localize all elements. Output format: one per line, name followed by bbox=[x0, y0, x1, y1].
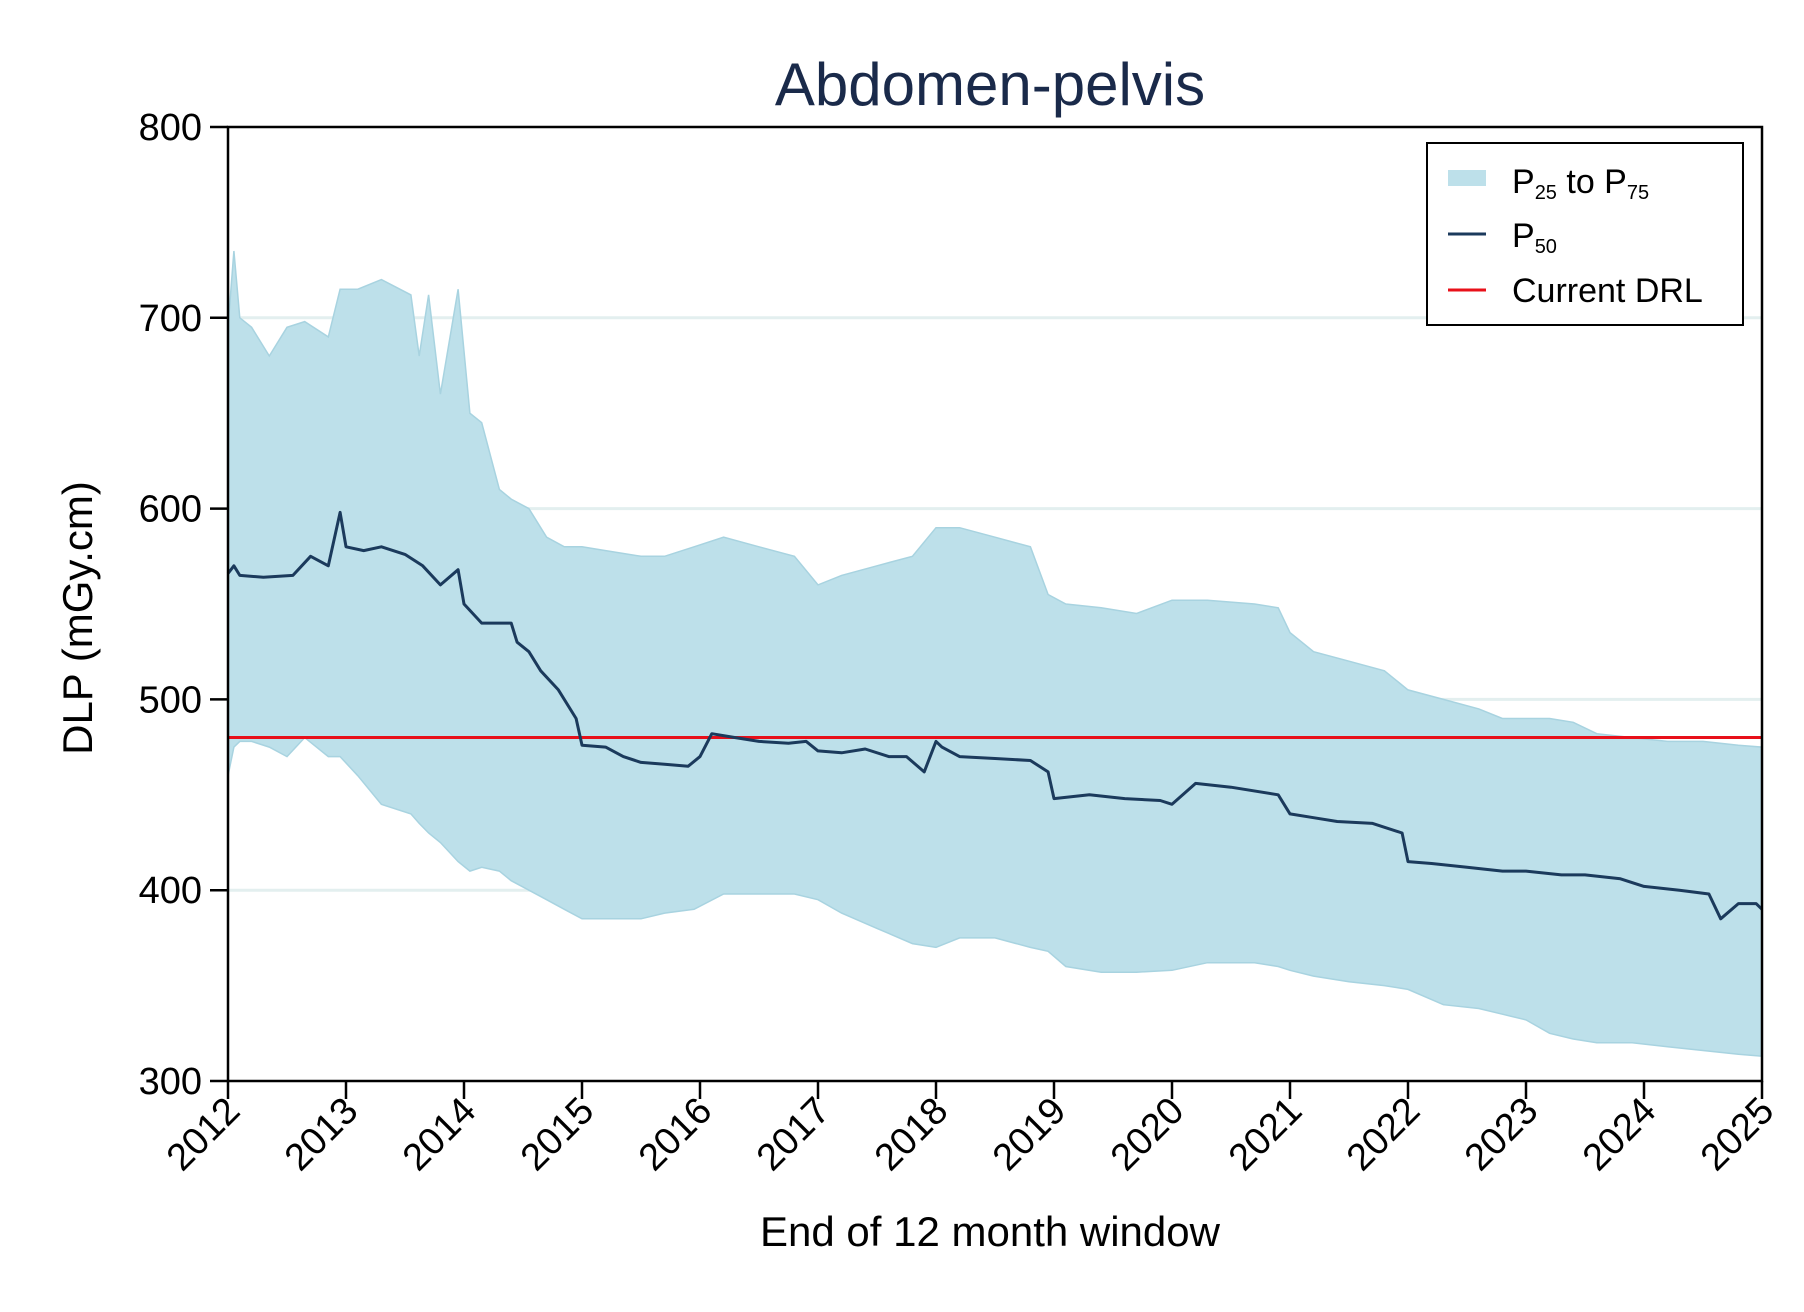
y-axis-title: DLP (mGy.cm) bbox=[54, 481, 101, 755]
x-tick-label: 2018 bbox=[867, 1090, 956, 1179]
p25-p75-band bbox=[227, 250, 1763, 1058]
x-tick-label: 2024 bbox=[1575, 1090, 1664, 1179]
x-tick-label: 2023 bbox=[1457, 1090, 1546, 1179]
legend-band-swatch bbox=[1448, 170, 1486, 186]
x-tick-label: 2020 bbox=[1103, 1090, 1192, 1179]
x-tick-label: 2012 bbox=[159, 1090, 248, 1179]
plot-frame bbox=[226, 125, 1764, 1083]
x-tick-label: 2017 bbox=[749, 1090, 838, 1179]
legend-drl-label: Current DRL bbox=[1512, 272, 1703, 310]
x-tick-label: 2016 bbox=[631, 1090, 720, 1179]
x-tick-label: 2021 bbox=[1221, 1090, 1310, 1179]
y-axis: 300 400 500 600 700 800 bbox=[139, 107, 228, 1103]
p50-median-line bbox=[226, 510, 1764, 921]
x-tick-label: 2015 bbox=[513, 1090, 602, 1179]
x-tick-label: 2025 bbox=[1693, 1090, 1782, 1179]
x-tick-label: 2019 bbox=[985, 1090, 1074, 1179]
y-tick-label: 400 bbox=[139, 870, 202, 912]
x-tick-label: 2013 bbox=[277, 1090, 366, 1179]
chart-title: Abdomen-pelvis bbox=[775, 51, 1205, 118]
x-tick-label: 2022 bbox=[1339, 1090, 1428, 1179]
x-tick-label: 2014 bbox=[395, 1090, 484, 1179]
y-tick-label: 800 bbox=[139, 107, 202, 149]
legend-median-label: P50 bbox=[1512, 217, 1557, 258]
y-tick-label: 700 bbox=[139, 298, 202, 340]
y-tick-label: 500 bbox=[139, 679, 202, 721]
y-tick-label: 300 bbox=[139, 1061, 202, 1103]
legend-band-label: P25 to P75 bbox=[1512, 163, 1649, 204]
x-axis: 2012 2013 2014 2015 2016 2017 2018 2019 2020 2021… bbox=[159, 1081, 1782, 1179]
x-axis-title: End of 12 month window bbox=[760, 1208, 1221, 1255]
y-tick-label: 600 bbox=[139, 489, 202, 531]
legend: P25 to P75 P50 Current DRL bbox=[1426, 142, 1744, 326]
